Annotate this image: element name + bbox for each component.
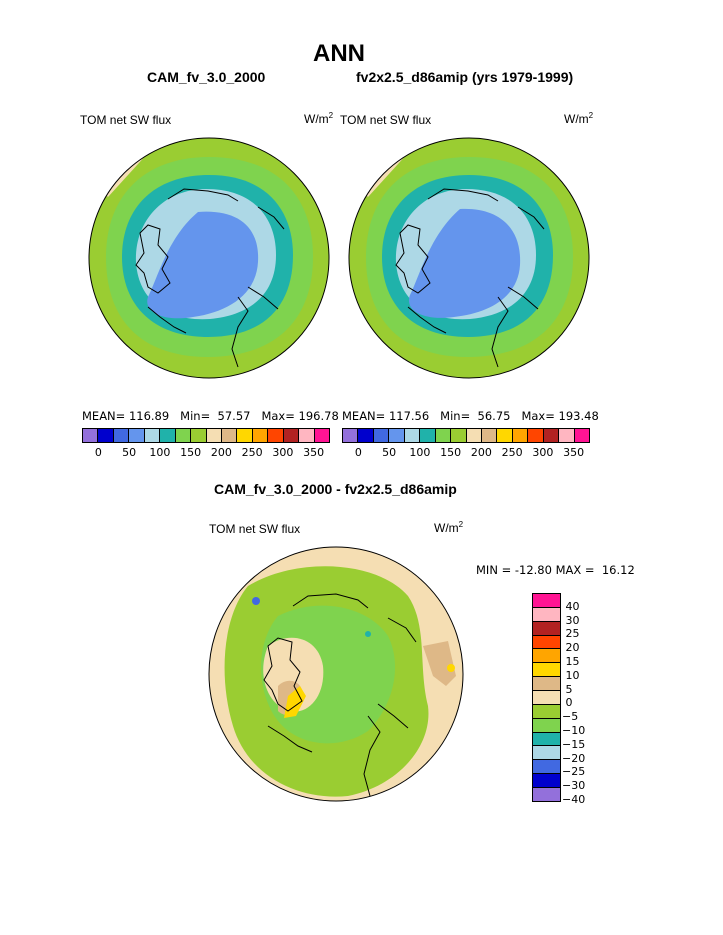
diff-title: CAM_fv_3.0_2000 - fv2x2.5_d86amip <box>214 481 457 497</box>
right-polar-map <box>348 137 590 379</box>
left-polar-map <box>88 137 330 379</box>
colorbar-tick-label: 100 <box>409 446 431 459</box>
colorbar-swatch <box>373 429 390 442</box>
figure-title: ANN <box>313 40 365 67</box>
colorbar-tick-label: 300 <box>272 446 294 459</box>
left-colorbar <box>82 428 330 443</box>
colorbar-swatch <box>533 774 560 789</box>
colorbar-swatch <box>533 677 560 692</box>
colorbar-swatch <box>129 429 145 442</box>
colorbar-swatch <box>206 429 222 442</box>
colorbar-swatch <box>533 760 560 775</box>
colorbar-tick-label: −15 <box>562 737 586 751</box>
colorbar-swatch <box>283 429 300 442</box>
colorbar-swatch <box>221 429 238 442</box>
colorbar-swatch <box>533 635 560 650</box>
colorbar-swatch <box>299 429 315 442</box>
colorbar-swatch <box>533 607 560 622</box>
colorbar-tick-label: 250 <box>501 446 523 459</box>
colorbar-swatch <box>559 429 575 442</box>
colorbar-swatch <box>574 429 589 442</box>
left-variable-label: TOM net SW flux <box>80 113 172 127</box>
colorbar-tick-label: 0 <box>94 446 102 459</box>
right-colorbar <box>342 428 590 443</box>
colorbar-tick-label: 200 <box>210 446 232 459</box>
colorbar-swatch <box>533 732 560 747</box>
colorbar-swatch <box>420 429 436 442</box>
colorbar-tick-label: 10 <box>562 668 580 682</box>
colorbar-swatch <box>83 429 99 442</box>
colorbar-swatch <box>512 429 529 442</box>
colorbar-swatch <box>191 429 207 442</box>
colorbar-swatch <box>533 788 560 801</box>
colorbar-swatch <box>533 649 560 664</box>
colorbar-tick-label: 20 <box>562 641 580 655</box>
colorbar-swatch <box>533 718 560 733</box>
colorbar-swatch <box>144 429 161 442</box>
colorbar-tick-label: −5 <box>562 710 579 724</box>
diff-units-label: W/m2 <box>434 520 464 535</box>
colorbar-tick-label: 100 <box>149 446 171 459</box>
colorbar-tick-label: 200 <box>470 446 492 459</box>
colorbar-swatch <box>451 429 467 442</box>
colorbar-swatch <box>268 429 284 442</box>
colorbar-swatch <box>314 429 329 442</box>
colorbar-tick-label: 25 <box>562 627 580 641</box>
colorbar-tick-label: 40 <box>562 599 580 613</box>
colorbar-tick-label: 30 <box>562 613 580 627</box>
colorbar-tick-label: 0 <box>354 446 362 459</box>
right-stats: MEAN= 117.56 Min= 56.75 Max= 193.48 <box>342 409 599 423</box>
colorbar-swatch <box>533 621 560 636</box>
colorbar-tick-label: −20 <box>562 751 586 765</box>
diff-polar-map <box>208 546 464 802</box>
colorbar-tick-label: 0 <box>562 696 573 710</box>
diff-minmax: MIN = -12.80 MAX = 16.12 <box>476 563 635 577</box>
colorbar-swatch <box>533 704 560 719</box>
colorbar-swatch <box>343 429 359 442</box>
colorbar-tick-label: 150 <box>440 446 462 459</box>
colorbar-swatch <box>481 429 498 442</box>
colorbar-swatch <box>533 691 560 705</box>
left-units-label: W/m2 <box>304 111 334 126</box>
colorbar-swatch <box>237 429 253 442</box>
colorbar-swatch <box>175 429 192 442</box>
colorbar-swatch <box>533 663 560 678</box>
colorbar-tick-label: 350 <box>563 446 585 459</box>
colorbar-tick-label: −40 <box>562 793 586 806</box>
colorbar-swatch <box>543 429 560 442</box>
colorbar-swatch <box>358 429 374 442</box>
colorbar-tick-label: −10 <box>562 724 586 737</box>
diff-variable-label: TOM net SW flux <box>209 522 301 536</box>
right-units-label: W/m2 <box>564 111 594 126</box>
colorbar-tick-label: −30 <box>562 779 586 793</box>
colorbar-tick-label: 300 <box>532 446 554 459</box>
colorbar-swatch <box>389 429 405 442</box>
colorbar-tick-label: 250 <box>241 446 263 459</box>
left-stats: MEAN= 116.89 Min= 57.57 Max= 196.78 <box>82 409 339 423</box>
right-variable-label: TOM net SW flux <box>340 113 432 127</box>
colorbar-swatch <box>404 429 421 442</box>
colorbar-tick-label: −25 <box>562 765 586 779</box>
colorbar-swatch <box>533 594 560 608</box>
colorbar-swatch <box>160 429 176 442</box>
colorbar-tick-label: 50 <box>382 446 397 459</box>
left-case-title: CAM_fv_3.0_2000 <box>147 69 266 85</box>
colorbar-tick-label: 350 <box>303 446 325 459</box>
colorbar-tick-label: 5 <box>562 682 573 696</box>
colorbar-swatch <box>252 429 269 442</box>
colorbar-swatch <box>528 429 544 442</box>
diff-colorbar <box>532 593 561 802</box>
colorbar-swatch <box>98 429 114 442</box>
colorbar-tick-label: 15 <box>562 655 580 668</box>
colorbar-tick-label: 150 <box>180 446 202 459</box>
colorbar-swatch <box>497 429 513 442</box>
colorbar-swatch <box>533 746 560 761</box>
right-case-title: fv2x2.5_d86amip (yrs 1979-1999) <box>356 69 574 85</box>
colorbar-swatch <box>435 429 452 442</box>
colorbar-swatch <box>466 429 482 442</box>
colorbar-tick-label: 50 <box>122 446 137 459</box>
colorbar-swatch <box>113 429 130 442</box>
